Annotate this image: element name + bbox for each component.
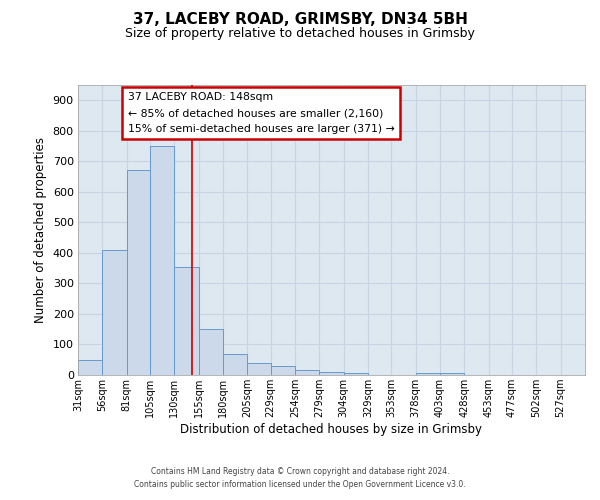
Bar [344,372,368,375]
Bar [103,250,127,375]
Text: 37, LACEBY ROAD, GRIMSBY, DN34 5BH: 37, LACEBY ROAD, GRIMSBY, DN34 5BH [133,12,467,28]
Bar [319,372,344,375]
Bar [271,366,295,375]
Bar [295,370,319,375]
Text: 37 LACEBY ROAD: 148sqm
← 85% of detached houses are smaller (2,160)
15% of semi-: 37 LACEBY ROAD: 148sqm ← 85% of detached… [128,92,394,134]
X-axis label: Distribution of detached houses by size in Grimsby: Distribution of detached houses by size … [181,423,482,436]
Bar [199,329,223,375]
Bar [150,146,175,375]
Bar [416,372,440,375]
Y-axis label: Number of detached properties: Number of detached properties [34,137,47,323]
Bar [175,266,199,375]
Text: Size of property relative to detached houses in Grimsby: Size of property relative to detached ho… [125,28,475,40]
Bar [127,170,150,375]
Bar [247,364,271,375]
Text: Contains HM Land Registry data © Crown copyright and database right 2024.: Contains HM Land Registry data © Crown c… [151,467,449,476]
Bar [223,354,247,375]
Text: Contains public sector information licensed under the Open Government Licence v3: Contains public sector information licen… [134,480,466,489]
Bar [440,372,464,375]
Bar [78,360,103,375]
